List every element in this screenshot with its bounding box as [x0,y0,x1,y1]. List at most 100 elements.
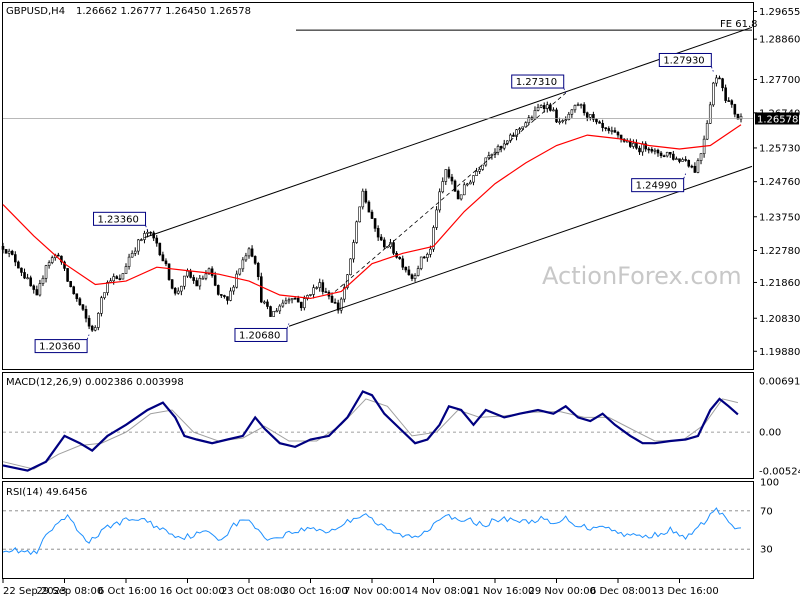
candle-body [130,253,134,258]
candle-body [564,119,568,121]
candle-body [195,280,199,287]
candle-body [613,130,617,133]
candle-body [124,266,128,274]
candle-body [672,153,675,160]
dashed-trend-line [334,92,566,292]
candle-body [93,327,97,331]
candle-body [668,151,672,155]
candle-body [432,227,435,250]
candle-body [186,270,189,277]
candle-body [66,268,69,282]
candle-body [401,258,405,268]
candle-body [176,290,180,294]
axis-layer: 1.296551.288601.277001.267401.257301.247… [2,7,800,597]
candle-body [512,134,515,137]
candle-body [398,256,401,260]
swing-label-box [34,339,88,354]
candle-body [158,242,162,256]
candle-body [419,256,423,269]
channel-lower-line [288,165,753,327]
price-tick-label: 1.27700 [759,75,800,86]
candle-body [459,194,463,200]
candle-body [490,154,494,156]
macd-layer [2,390,753,472]
candle-body [552,109,555,112]
time-tick-label: 21 Nov 16:00 [467,586,534,597]
swing-label-pointer [145,225,148,231]
candle-body [364,190,368,203]
rsi-line [2,507,742,556]
macd-tick-label: -0.005241 [759,466,800,477]
candle-body [527,117,531,124]
candle-body [253,256,257,264]
candle-body [585,112,589,118]
price-tick-label: 1.19880 [759,347,800,358]
candle-body [281,302,285,307]
candle-body [718,77,721,80]
candle-body [87,317,91,327]
candle-body [201,277,205,280]
swing-label-box [631,178,685,193]
time-tick-label: 16 Oct 00:00 [160,586,225,597]
candle-body [715,77,718,84]
rsi-tick-label: 100 [760,478,779,489]
candle-body [576,104,580,106]
candle-body [524,122,528,128]
candle-body [167,263,171,280]
candle-body [72,286,76,295]
candle-body [447,169,451,178]
candle-body [75,293,79,300]
candle-body [207,268,211,275]
candle-body [570,109,574,115]
swing-label-text: 1.20680 [239,330,280,341]
swing-label-pointer [683,173,687,179]
macd-label: MACD(12,26,9) 0.002386 0.003998 [6,377,184,388]
candle-body [505,140,509,145]
swing-label-box [93,211,147,226]
moving-average-line [2,124,742,300]
current-price-label: 1.26578 [757,114,798,125]
candle-body [469,181,472,185]
candle-body [133,250,137,254]
price-layer: FE 61.8 1.20360 1.23360 1.20680 1.27310 1.249… [1,19,758,354]
candle-body [41,277,45,284]
candle-body [250,248,254,257]
price-tick-label: 1.20830 [759,314,800,325]
candle-body [733,104,737,115]
price-tick-label: 1.24760 [759,177,800,188]
candle-body [549,104,552,111]
candle-body [127,256,131,267]
candle-body [293,297,297,300]
candle-body [241,259,245,270]
candle-body [533,110,537,120]
candle-body [542,105,546,110]
candle-body [724,87,727,101]
candle-body [687,159,691,167]
candle-body [287,299,291,302]
candle-body [487,155,491,159]
candle-body [223,295,226,297]
price-tick-label: 1.22780 [759,246,800,257]
candle-body [693,165,697,173]
candle-body [78,298,82,306]
candle-body [481,164,485,170]
candle-body [256,263,260,277]
candle-body [213,275,217,286]
candle-body [441,181,445,193]
channel-upper-line [144,26,753,239]
candle-body [50,257,54,263]
candle-body [386,246,389,248]
candle-body [121,273,125,280]
candle-body [20,267,23,273]
fib-extension-label: FE 61.8 [720,19,758,30]
candle-body [616,131,620,136]
candle-body [198,278,202,287]
candle-body [515,129,518,137]
candle-body [456,190,460,200]
candle-body [278,305,282,312]
candle-body [472,175,475,183]
candle-body [10,250,14,255]
candle-body [696,160,700,173]
chart-ohlc: 1.26662 1.26777 1.26450 1.26578 [76,6,251,17]
